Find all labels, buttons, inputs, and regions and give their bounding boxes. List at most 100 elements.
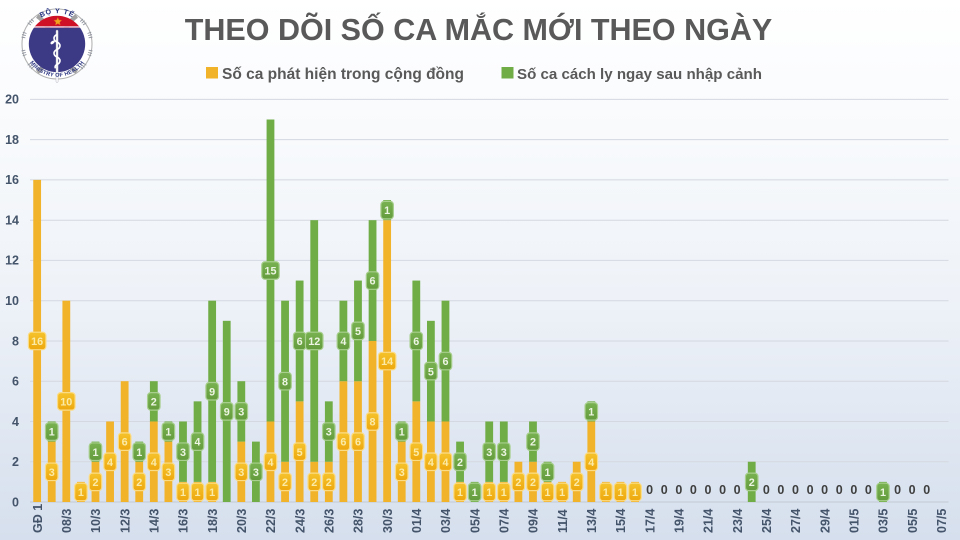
svg-text:2: 2 [515,477,521,489]
svg-text:0: 0 [850,483,857,497]
svg-text:4: 4 [340,336,346,348]
svg-text:3: 3 [253,467,259,479]
svg-text:13/4: 13/4 [585,509,599,533]
svg-text:3: 3 [49,467,55,479]
svg-text:9: 9 [209,386,215,398]
svg-text:18: 18 [5,133,19,147]
svg-text:16: 16 [31,336,43,348]
svg-text:03/4: 03/4 [439,509,453,533]
svg-text:1: 1 [49,427,55,439]
svg-text:23/4: 23/4 [731,509,745,533]
svg-text:2: 2 [151,396,157,408]
svg-text:16: 16 [5,173,19,187]
svg-text:2: 2 [92,477,98,489]
svg-text:5: 5 [355,326,361,338]
svg-text:10: 10 [5,294,19,308]
svg-text:30/3: 30/3 [381,509,395,533]
svg-text:1: 1 [180,487,186,499]
svg-text:15/4: 15/4 [614,509,628,533]
svg-text:0: 0 [923,483,930,497]
svg-text:14: 14 [5,214,19,228]
svg-text:28/3: 28/3 [352,509,366,533]
svg-text:1: 1 [545,467,551,479]
svg-text:1: 1 [632,487,638,499]
svg-text:1: 1 [136,447,142,459]
svg-text:3: 3 [501,447,507,459]
svg-text:4: 4 [588,457,594,469]
svg-text:0: 0 [704,483,711,497]
svg-text:0: 0 [807,483,814,497]
svg-text:1: 1 [457,487,463,499]
svg-text:4: 4 [267,457,273,469]
svg-text:5: 5 [428,366,434,378]
svg-text:0: 0 [792,483,799,497]
svg-text:0: 0 [690,483,697,497]
svg-text:1: 1 [545,487,551,499]
svg-text:01/5: 01/5 [848,509,862,533]
svg-text:6: 6 [122,437,128,449]
svg-text:0: 0 [12,495,19,509]
svg-text:1: 1 [501,487,507,499]
svg-text:2: 2 [457,457,463,469]
svg-text:2: 2 [311,477,317,489]
svg-text:5: 5 [297,447,303,459]
svg-text:4: 4 [151,457,157,469]
svg-text:0: 0 [734,483,741,497]
svg-text:12: 12 [5,254,19,268]
svg-text:2: 2 [574,477,580,489]
svg-text:10: 10 [60,396,72,408]
svg-text:1: 1 [78,487,84,499]
svg-text:2: 2 [326,477,332,489]
svg-text:3: 3 [486,447,492,459]
svg-text:3: 3 [238,407,244,419]
svg-text:0: 0 [763,483,770,497]
svg-text:9: 9 [224,407,230,419]
svg-text:0: 0 [821,483,828,497]
svg-text:24/3: 24/3 [293,509,307,533]
svg-text:2: 2 [749,477,755,489]
svg-text:2: 2 [136,477,142,489]
svg-text:10/3: 10/3 [89,509,103,533]
svg-text:4: 4 [107,457,113,469]
svg-text:1: 1 [195,487,201,499]
svg-text:6: 6 [370,276,376,288]
svg-text:20/3: 20/3 [235,509,249,533]
svg-text:GĐ 1: GĐ 1 [31,504,45,533]
svg-text:Số ca cách ly ngay sau nhập cả: Số ca cách ly ngay sau nhập cảnh [517,66,762,83]
svg-text:1: 1 [209,487,215,499]
svg-text:07/4: 07/4 [498,509,512,533]
svg-text:1: 1 [588,407,594,419]
svg-text:3: 3 [180,447,186,459]
svg-text:2: 2 [530,477,536,489]
svg-text:3: 3 [165,467,171,479]
svg-text:4: 4 [195,437,201,449]
svg-text:08/3: 08/3 [60,509,74,533]
svg-text:0: 0 [661,483,668,497]
svg-text:THEO DÕI SỐ CA MẮC MỚI THEO NG: THEO DÕI SỐ CA MẮC MỚI THEO NGÀY [185,11,772,47]
svg-text:4: 4 [442,457,448,469]
svg-text:1: 1 [617,487,623,499]
svg-text:6: 6 [413,336,419,348]
svg-text:1: 1 [92,447,98,459]
svg-text:17/4: 17/4 [643,509,657,533]
svg-text:6: 6 [355,437,361,449]
svg-text:20: 20 [5,93,19,107]
svg-text:0: 0 [894,483,901,497]
svg-text:22/3: 22/3 [264,509,278,533]
svg-text:11/4: 11/4 [556,509,570,533]
svg-text:03/5: 03/5 [877,509,891,533]
svg-text:1: 1 [880,487,886,499]
svg-text:1: 1 [559,487,565,499]
svg-text:Số ca phát hiện trong cộng đồn: Số ca phát hiện trong cộng đồng [222,66,464,83]
svg-text:15: 15 [264,266,276,278]
svg-text:6: 6 [442,356,448,368]
svg-text:19/4: 19/4 [673,509,687,533]
svg-text:2: 2 [12,455,19,469]
svg-text:0: 0 [909,483,916,497]
svg-text:29/4: 29/4 [818,509,832,533]
svg-text:25/4: 25/4 [760,509,774,533]
svg-text:6: 6 [12,375,19,389]
svg-text:8: 8 [12,334,19,348]
svg-text:01/4: 01/4 [410,509,424,533]
svg-text:07/5: 07/5 [935,509,949,533]
